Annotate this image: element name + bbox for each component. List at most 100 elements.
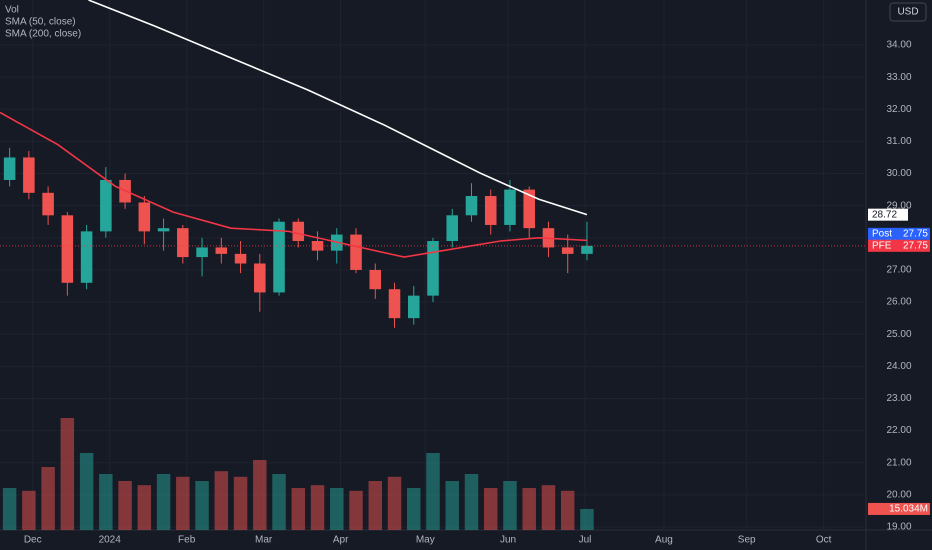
candle-body bbox=[446, 215, 459, 242]
volume-bar bbox=[118, 481, 132, 530]
candle-body bbox=[311, 241, 324, 251]
y-tick-label: 26.00 bbox=[886, 297, 911, 308]
candle-body bbox=[407, 295, 420, 319]
x-tick-label: Jul bbox=[579, 535, 592, 546]
y-tick-label: 22.00 bbox=[886, 425, 911, 436]
volume-bar bbox=[330, 488, 344, 530]
candle-body bbox=[196, 247, 208, 258]
candle-body bbox=[504, 189, 516, 225]
volume-bar bbox=[291, 488, 306, 530]
volume-bar bbox=[483, 488, 498, 530]
candle-body bbox=[581, 245, 593, 254]
price-label-name: PFE bbox=[872, 240, 892, 251]
volume-bar bbox=[176, 476, 190, 530]
y-tick-label: 29.00 bbox=[886, 200, 911, 211]
volume-bar bbox=[387, 476, 402, 530]
volume-bar bbox=[156, 474, 171, 530]
candle-body bbox=[61, 215, 74, 283]
candle-body bbox=[3, 157, 16, 180]
volume-bar bbox=[214, 471, 229, 530]
volume-label: 15.034M bbox=[889, 504, 928, 515]
volume-bar bbox=[503, 481, 517, 530]
candle-body bbox=[292, 221, 305, 242]
x-tick-label: Mar bbox=[255, 535, 273, 546]
volume-bar bbox=[368, 481, 383, 530]
end-label: 28.72 bbox=[872, 209, 897, 220]
volume-bar bbox=[445, 481, 459, 530]
candle-body bbox=[215, 247, 228, 254]
x-tick-label: Aug bbox=[655, 535, 673, 546]
price-label-name: Post bbox=[872, 228, 892, 239]
y-tick-label: 24.00 bbox=[886, 361, 911, 372]
x-tick-label: Oct bbox=[816, 535, 832, 546]
x-tick-label: Dec bbox=[24, 535, 42, 546]
y-tick-label: 32.00 bbox=[886, 104, 911, 115]
candle-body bbox=[523, 189, 535, 229]
candle-body bbox=[42, 192, 54, 216]
candle-body bbox=[561, 247, 574, 254]
price-label-box bbox=[868, 227, 930, 240]
candle-body bbox=[484, 196, 497, 225]
y-tick-label: 27.00 bbox=[886, 265, 911, 276]
volume-bar bbox=[464, 474, 479, 530]
candle-body bbox=[273, 221, 285, 293]
legend-entry: SMA (50, close) bbox=[5, 17, 76, 28]
volume-bar bbox=[60, 418, 75, 530]
sma-line bbox=[88, 0, 588, 216]
volume-bar bbox=[407, 488, 421, 530]
candle-body bbox=[100, 179, 112, 232]
price-label-box bbox=[868, 239, 930, 252]
candle-body bbox=[138, 202, 151, 232]
volume-bar bbox=[580, 508, 594, 530]
y-tick-label: 25.00 bbox=[886, 329, 911, 340]
candle-body bbox=[80, 231, 93, 283]
price-label-value: 27.75 bbox=[903, 228, 928, 239]
candle-body bbox=[350, 234, 362, 270]
price-label-value: 27.75 bbox=[903, 240, 928, 251]
volume-bar bbox=[541, 485, 556, 530]
volume-bar bbox=[310, 485, 325, 530]
candle-body bbox=[427, 241, 439, 296]
end-label-box bbox=[868, 208, 908, 221]
volume-bar bbox=[137, 485, 152, 530]
volume-bar bbox=[195, 481, 209, 530]
y-tick-label: 30.00 bbox=[886, 168, 911, 179]
y-tick-label: 34.00 bbox=[886, 40, 911, 51]
currency-button[interactable] bbox=[889, 2, 927, 22]
y-tick-label: 33.00 bbox=[886, 72, 911, 83]
x-tick-label: Jun bbox=[500, 535, 516, 546]
y-tick-label: 20.00 bbox=[886, 490, 911, 501]
currency: USD bbox=[897, 7, 918, 18]
volume-bar bbox=[272, 474, 286, 530]
candle-body bbox=[177, 228, 189, 258]
y-tick-label: 21.00 bbox=[886, 457, 911, 468]
candle-body bbox=[234, 253, 247, 264]
y-tick-label: 19.00 bbox=[886, 522, 911, 533]
volume-bar bbox=[253, 460, 267, 530]
legend-entry: SMA (200, close) bbox=[5, 29, 81, 40]
volume-bar bbox=[22, 490, 36, 530]
candle-body bbox=[254, 263, 266, 293]
volume-bar bbox=[522, 488, 536, 530]
y-tick-label: 31.00 bbox=[886, 136, 911, 147]
candle-body bbox=[157, 228, 170, 232]
x-tick-label: May bbox=[416, 535, 435, 546]
candle-body bbox=[388, 289, 401, 319]
candle-body bbox=[23, 157, 35, 193]
x-tick-label: 2024 bbox=[99, 535, 122, 546]
y-tick-label: 23.00 bbox=[886, 393, 911, 404]
candle-body bbox=[465, 196, 478, 216]
sma-line bbox=[0, 111, 587, 258]
x-tick-label: Apr bbox=[333, 535, 349, 546]
volume-bar bbox=[99, 474, 113, 530]
volume-bar bbox=[233, 476, 248, 530]
x-tick-label: Sep bbox=[738, 535, 756, 546]
x-tick-label: Feb bbox=[178, 535, 196, 546]
volume-bar bbox=[79, 453, 94, 530]
volume-bar bbox=[349, 490, 363, 530]
candle-body bbox=[369, 269, 382, 290]
volume-bar bbox=[41, 467, 55, 530]
